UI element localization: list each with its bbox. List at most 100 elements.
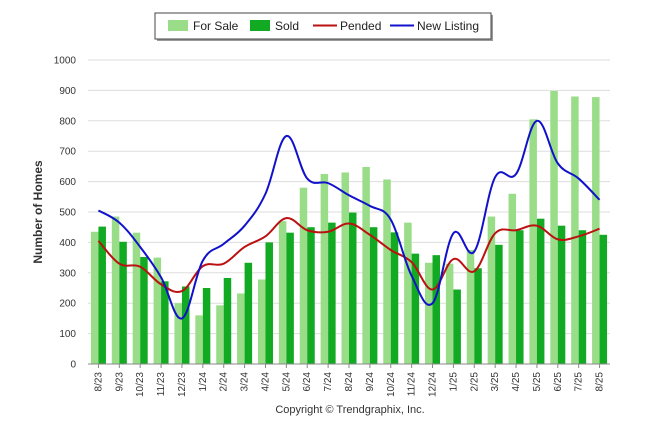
bar-sold [140,256,148,364]
copyright-text: Copyright © Trendgraphix, Inc. [275,404,424,416]
bar-for-sale [571,96,579,364]
bar-sold [349,212,357,364]
bar-sold [369,227,378,364]
legend-swatch-sold [250,20,270,31]
line-pended [97,217,600,293]
bar-for-sale [383,179,391,364]
y-tick-label: 100 [59,329,76,340]
legend: For Sale Sold Pended New Listing [154,12,493,41]
x-tick-label: 6/24 [302,372,313,392]
bar-sold [265,242,273,364]
x-tick-label: 12/23 [177,372,188,397]
bar-sold [578,230,587,364]
bar-for-sale [320,174,329,364]
bar-sold [161,281,169,364]
bar-sold [98,226,106,364]
x-tick-label: 9/23 [114,372,125,392]
bar-for-sale [425,262,433,364]
x-tick-label: 4/24 [260,372,271,392]
bar-for-sale [362,167,370,364]
bar-for-sale [529,119,537,364]
bar-for-sale [237,293,245,364]
legend-label-for-sale: For Sale [193,19,239,33]
y-tick-label: 900 [59,86,76,97]
bar-sold [244,262,253,364]
bar-sold [474,268,482,364]
x-tick-label: 7/24 [323,372,334,392]
bar-for-sale [466,250,475,364]
bar-sold [202,288,211,364]
line-new-listing [97,119,601,320]
x-tick-label: 3/24 [240,372,251,392]
x-tick-label: 11/23 [156,372,167,397]
bar-for-sale [216,305,224,364]
y-tick-label: 800 [59,116,76,127]
bar-for-sale [278,221,287,364]
x-tick-label: 8/23 [93,372,104,392]
bar-for-sale [153,257,162,364]
bar-for-sale [257,279,266,364]
x-tick-label: 8/25 [595,372,606,392]
legend-label-new-listing: New Listing [417,19,479,33]
y-tick-label: 200 [59,299,76,310]
legend-label-sold: Sold [275,19,299,33]
bar-for-sale [132,232,141,364]
bar-sold [536,218,545,364]
y-tick-label: 0 [70,360,76,371]
bar-sold [453,289,461,364]
bar-sold [328,222,336,364]
bar-for-sale [299,187,308,364]
x-tick-label: 2/24 [219,372,230,392]
y-tick-label: 400 [59,238,76,249]
y-axis-label: Number of Homes [31,160,45,264]
y-tick-label: 700 [59,147,76,158]
x-tick-label: 10/24 [386,372,397,397]
bar-for-sale [445,263,454,364]
x-tick-label: 12/24 [428,372,439,397]
bar-sold [495,244,503,364]
y-axis-ticks: 0 100 200 300 400 500 600 700 800 900 1000 [54,56,77,371]
y-tick-label: 500 [59,208,76,219]
legend-swatch-for-sale [168,20,188,31]
x-tick-label: 11/24 [407,372,418,397]
x-tick-label: 6/25 [553,372,564,392]
bar-sold [286,232,294,364]
bar-for-sale [341,172,349,364]
bar-sold [599,234,608,364]
bar-sold [119,241,127,364]
y-tick-label: 1000 [54,56,77,67]
bar-for-sale [195,315,203,364]
bar-sold [432,255,441,364]
x-tick-label: 5/25 [532,372,543,392]
x-tick-label: 5/24 [281,372,292,392]
y-tick-label: 300 [59,268,76,279]
lines [97,119,601,320]
bar-sold [223,277,232,364]
x-tick-label: 8/24 [344,372,355,392]
y-tick-label: 600 [59,177,76,188]
bar-for-sale [90,231,99,364]
bar-sold [181,286,190,364]
bar-for-sale [487,216,496,364]
bar-sold [516,230,524,364]
bars [90,91,608,365]
x-tick-label: 1/24 [198,372,209,392]
bar-sold [307,227,315,364]
x-tick-label: 1/25 [448,372,459,392]
x-axis-ticks: 8/23 9/23 10/23 11/23 12/23 1/24 2/24 3/24 4/24 5… [93,364,606,397]
bar-for-sale [111,216,120,364]
bar-for-sale [550,91,558,365]
x-tick-label: 9/24 [365,372,376,392]
x-tick-label: 2/25 [469,372,480,392]
x-tick-label: 3/25 [490,372,501,392]
x-tick-label: 10/23 [135,372,146,397]
bar-sold [557,225,566,364]
x-tick-label: 7/25 [574,372,585,392]
legend-label-pended: Pended [340,19,381,33]
bar-for-sale [174,303,182,364]
bar-sold [411,253,420,364]
x-tick-label: 4/25 [511,372,522,392]
bar-for-sale [404,222,412,364]
bar-sold [390,232,399,364]
